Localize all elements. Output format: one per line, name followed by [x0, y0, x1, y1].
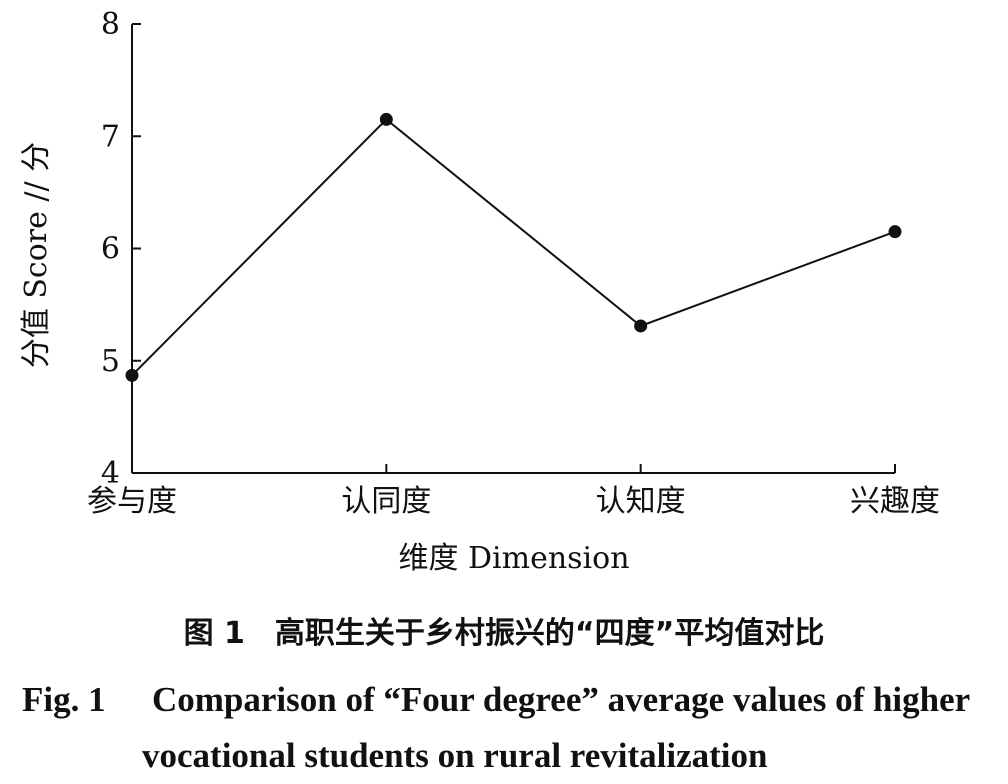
y-tick-label: 7: [101, 119, 120, 154]
data-point: [125, 368, 139, 382]
x-tick-label: 认知度: [596, 484, 686, 519]
y-tick-label: 4: [101, 456, 120, 491]
series: [125, 112, 902, 382]
x-tick-label: 认同度: [341, 484, 431, 519]
y-tick-label: 6: [101, 232, 120, 267]
x-tick-label: 兴趣度: [850, 484, 940, 519]
data-point: [379, 112, 393, 126]
figure-caption-english: Fig. 1 Comparison of “Four degree” averag…: [22, 672, 997, 784]
caption-english-line-1: Fig. 1 Comparison of “Four degree” averag…: [22, 672, 997, 728]
figure-number: Fig. 1: [22, 680, 106, 719]
data-point: [634, 319, 648, 333]
line-chart: 4 5 6 7 8 参与度 认同度 认知度 兴趣度 分值 Score // 分 维度 Dime…: [19, 7, 940, 576]
y-ticks: 4 5 6 7 8: [101, 7, 141, 491]
x-axis-title: 维度 Dimension: [398, 541, 629, 576]
y-tick-label: 8: [101, 7, 120, 42]
caption-english-line-2: vocational students on rural revitalizat…: [142, 736, 768, 775]
figure-caption-chinese: 图 1 高职生关于乡村振兴的“四度”平均值对比: [183, 616, 825, 651]
series-line: [131, 118, 896, 377]
caption-english-text-1: Comparison of “Four degree” average valu…: [152, 680, 971, 719]
data-point: [888, 225, 902, 239]
y-tick-label: 5: [101, 344, 120, 379]
axes: [131, 24, 895, 474]
x-ticks: 参与度 认同度 认知度 兴趣度: [87, 464, 940, 519]
y-axis-title: 分值 Score // 分: [19, 142, 54, 368]
x-tick-label: 参与度: [87, 484, 177, 519]
